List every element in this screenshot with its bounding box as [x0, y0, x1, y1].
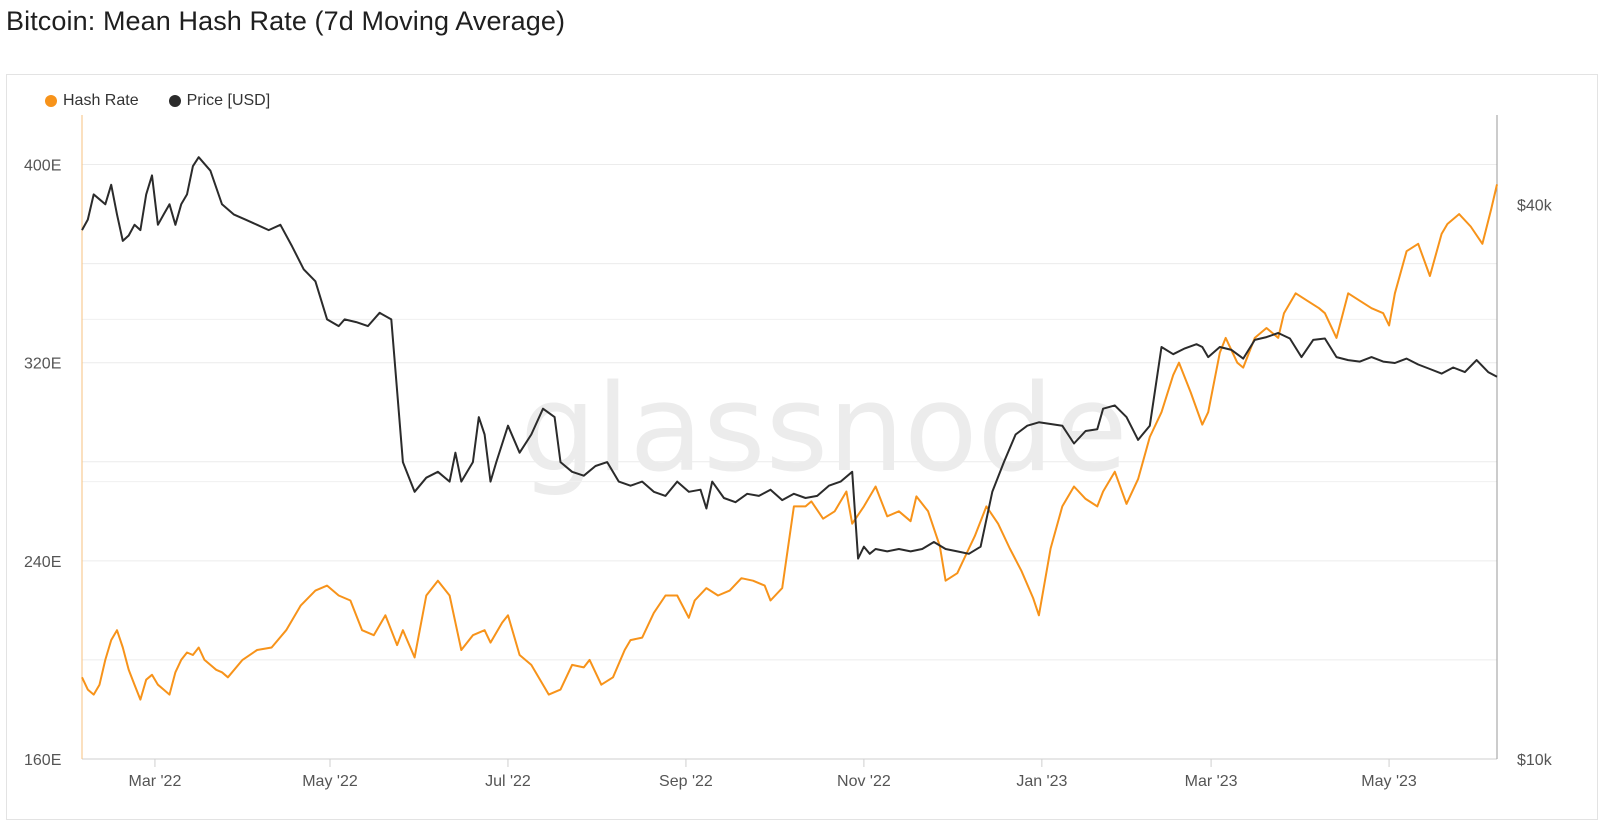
legend-dot-hash-rate: [45, 95, 57, 107]
x-tick-label: Mar '23: [1185, 773, 1238, 790]
y-left-tick-label: 240E: [24, 554, 61, 571]
x-tick-label: May '22: [302, 773, 358, 790]
y-left-tick-label: 160E: [24, 752, 61, 769]
x-tick-label: Nov '22: [837, 773, 891, 790]
chart-legend: Hash Rate Price [USD]: [45, 92, 270, 110]
watermark-text: glassnode: [520, 360, 1128, 499]
y-left-tick-label: 320E: [24, 356, 61, 373]
page-title: Bitcoin: Mean Hash Rate (7d Moving Avera…: [6, 6, 566, 36]
axis-layer: 160E 240E 320E 400E $10k $40k Mar '22 May '22 Ju…: [24, 115, 1553, 790]
x-tick-label: Sep '22: [659, 773, 713, 790]
legend-dot-price: [168, 95, 181, 107]
series-layer: [81, 156, 1498, 701]
grid-layer: [82, 164, 1497, 760]
legend-item-hash-rate[interactable]: Hash Rate: [45, 92, 139, 110]
series-line-price: [81, 156, 1498, 560]
x-tick-label: May '23: [1361, 773, 1417, 790]
chart-frame: [6, 74, 1598, 820]
x-tick-label: Mar '22: [129, 773, 182, 790]
x-tick-label: Jul '22: [485, 773, 531, 790]
x-tick-label: Jan '23: [1016, 773, 1067, 790]
y-right-tick-label: $40k: [1517, 197, 1553, 214]
legend-label-price: Price [USD]: [186, 92, 271, 109]
y-left-tick-label: 400E: [24, 158, 61, 175]
legend-label-hash-rate: Hash Rate: [63, 92, 139, 109]
y-right-tick-label: $10k: [1517, 752, 1553, 769]
legend-item-price[interactable]: Price [USD]: [168, 92, 271, 110]
